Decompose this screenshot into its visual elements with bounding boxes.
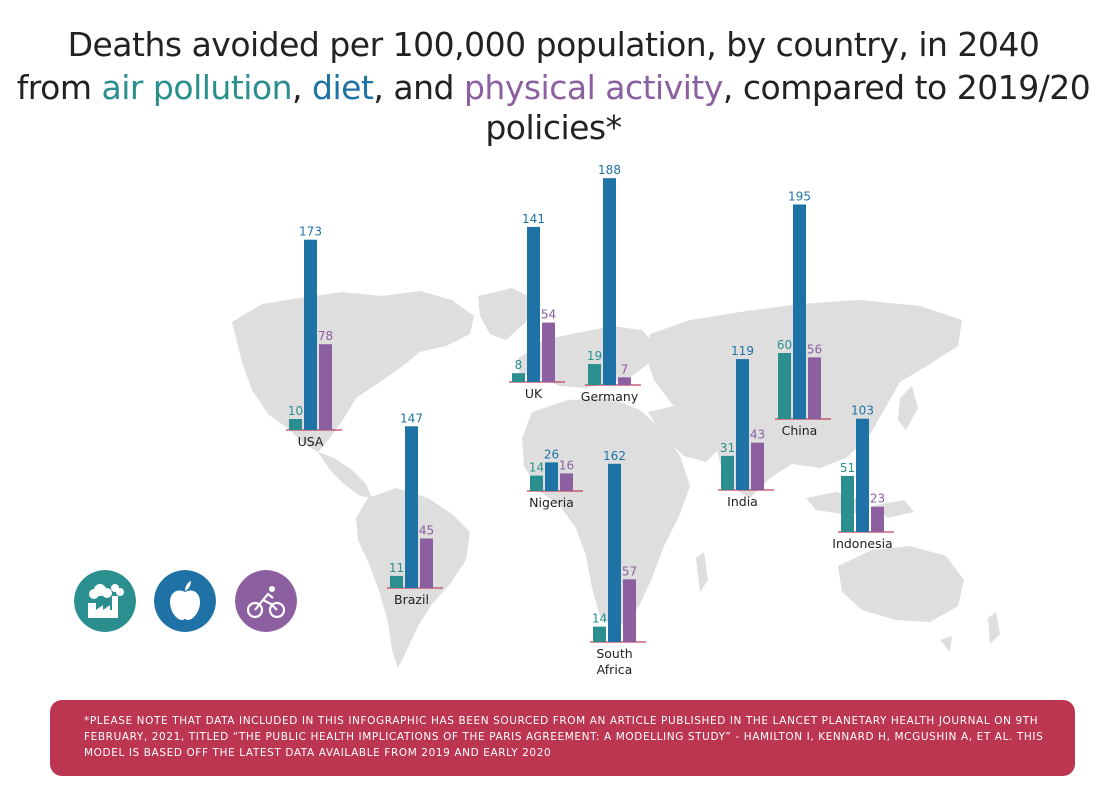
- country-group-usa: 10 173 78 USA: [286, 225, 342, 449]
- bar-uk-physical-activity: [542, 322, 555, 382]
- bar-usa-diet: [304, 239, 317, 430]
- data-label-china-air-pollution: 60: [777, 338, 792, 352]
- data-label-germany-air-pollution: 19: [587, 349, 602, 363]
- bar-nigeria-air-pollution: [530, 475, 543, 491]
- data-label-indonesia-physical-activity: 23: [870, 492, 885, 506]
- bar-brazil-physical-activity: [420, 538, 433, 588]
- data-label-china-diet: 195: [788, 190, 811, 204]
- bar-brazil-air-pollution: [390, 575, 403, 588]
- data-label-indonesia-air-pollution: 51: [840, 461, 855, 475]
- country-group-uk: 8 141 54 UK: [509, 212, 565, 401]
- bar-india-diet: [736, 359, 749, 490]
- country-label-uk: UK: [525, 386, 543, 401]
- country-label-germany: Germany: [581, 389, 639, 404]
- bar-south-africa-diet: [608, 463, 621, 642]
- bar-china-air-pollution: [778, 353, 791, 419]
- data-label-south-africa-air-pollution: 14: [592, 612, 607, 626]
- data-label-china-physical-activity: 56: [807, 342, 822, 356]
- bar-usa-air-pollution: [289, 419, 302, 430]
- country-label-south-africa: South Africa: [596, 646, 632, 677]
- country-group-germany: 19 188 7 Germany: [581, 163, 641, 404]
- data-label-usa-diet: 173: [299, 225, 322, 239]
- bar-china-physical-activity: [808, 357, 821, 419]
- bar-indonesia-physical-activity: [871, 506, 884, 532]
- bar-germany-physical-activity: [618, 377, 631, 385]
- country-group-india: 31 119 43 India: [718, 344, 774, 509]
- bar-china-diet: [793, 204, 806, 419]
- apple-icon: [154, 570, 216, 632]
- data-label-brazil-physical-activity: 45: [419, 524, 434, 538]
- bar-germany-diet: [603, 178, 616, 385]
- source-footnote: *PLEASE NOTE THAT DATA INCLUDED IN THIS …: [50, 700, 1075, 776]
- data-label-south-africa-diet: 162: [603, 449, 626, 463]
- country-group-brazil: 11 147 45 Brazil: [387, 411, 443, 607]
- data-label-india-physical-activity: 43: [750, 428, 765, 442]
- data-label-brazil-air-pollution: 11: [389, 561, 404, 575]
- bar-usa-physical-activity: [319, 344, 332, 430]
- chart-title-line-1: Deaths avoided per 100,000 population, b…: [67, 25, 1040, 64]
- data-label-uk-air-pollution: 8: [515, 358, 523, 372]
- data-label-brazil-diet: 147: [400, 411, 423, 425]
- bar-brazil-diet: [405, 426, 418, 588]
- country-label-brazil: Brazil: [394, 592, 429, 607]
- data-label-nigeria-air-pollution: 14: [529, 461, 544, 475]
- chart-title-line-2: from air pollution, diet, and physical a…: [0, 68, 1107, 148]
- bar-indonesia-diet: [856, 418, 869, 532]
- bar-germany-air-pollution: [588, 364, 601, 385]
- data-label-uk-diet: 141: [522, 212, 545, 226]
- cyclist-icon: [235, 570, 297, 632]
- data-label-nigeria-diet: 26: [544, 447, 559, 461]
- data-label-uk-physical-activity: 54: [541, 308, 556, 322]
- data-label-usa-air-pollution: 10: [288, 404, 303, 418]
- data-label-nigeria-physical-activity: 16: [559, 458, 574, 472]
- country-label-india: India: [727, 494, 758, 509]
- bar-south-africa-physical-activity: [623, 579, 636, 642]
- bar-nigeria-physical-activity: [560, 473, 573, 491]
- title-suffix: , compared to 2019/20 policies*: [485, 68, 1091, 147]
- country-label-china: China: [782, 423, 818, 438]
- bar-india-physical-activity: [751, 442, 764, 490]
- data-label-india-air-pollution: 31: [720, 441, 735, 455]
- data-label-south-africa-physical-activity: 57: [622, 564, 637, 578]
- country-group-china: 60 195 56 China: [775, 190, 831, 438]
- bar-uk-diet: [527, 226, 540, 382]
- data-label-india-diet: 119: [731, 344, 754, 358]
- country-label-usa: USA: [298, 434, 324, 449]
- title-separator: ,: [292, 68, 313, 107]
- bar-india-air-pollution: [721, 455, 734, 490]
- data-label-germany-physical-activity: 7: [621, 362, 629, 376]
- country-label-indonesia: Indonesia: [832, 536, 892, 551]
- country-label-nigeria: Nigeria: [529, 495, 574, 510]
- title-physical-activity: physical activity: [463, 68, 723, 107]
- data-label-germany-diet: 188: [598, 163, 621, 177]
- bar-uk-air-pollution: [512, 373, 525, 382]
- factory-smoke-icon: [74, 570, 136, 632]
- data-label-usa-physical-activity: 78: [318, 329, 333, 343]
- title-air-pollution: air pollution: [101, 68, 293, 107]
- bar-indonesia-air-pollution: [841, 475, 854, 532]
- title-separator: , and: [373, 68, 464, 107]
- title-diet: diet: [312, 68, 374, 107]
- data-label-indonesia-diet: 103: [851, 404, 874, 418]
- bar-south-africa-air-pollution: [593, 626, 606, 642]
- bar-nigeria-diet: [545, 462, 558, 491]
- title-from-text: from: [16, 68, 102, 107]
- country-group-south-africa: 14 162 57 South Africa: [590, 449, 646, 677]
- country-group-indonesia: 51 103 23 Indonesia: [832, 404, 894, 551]
